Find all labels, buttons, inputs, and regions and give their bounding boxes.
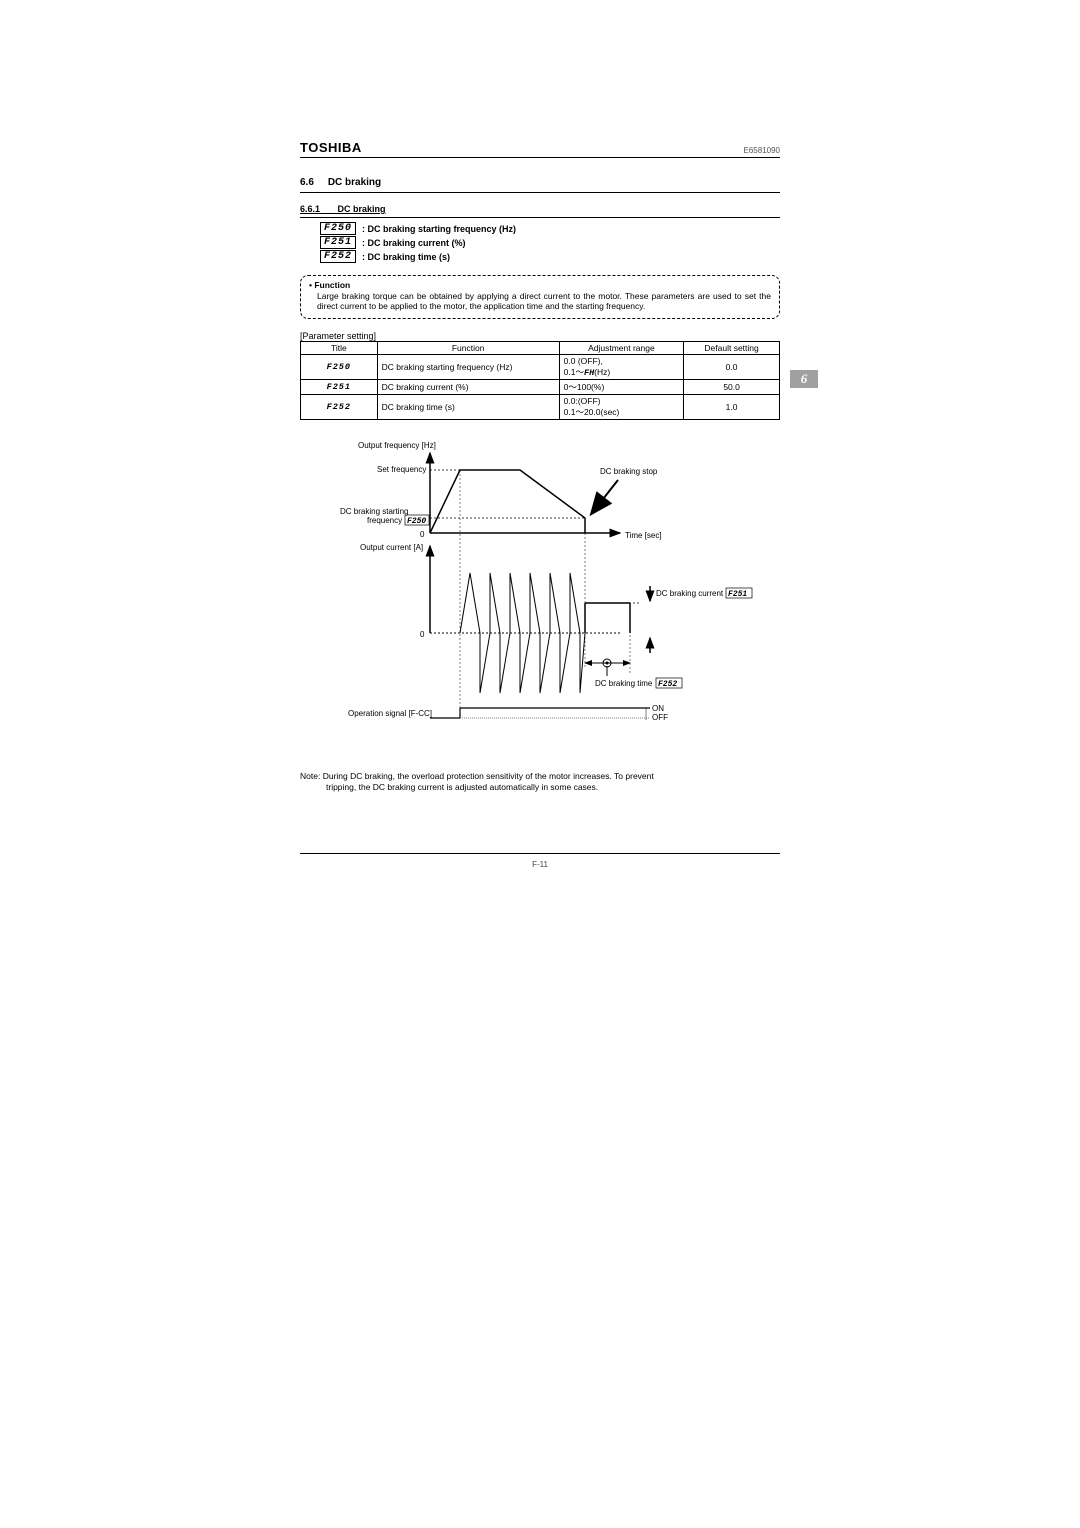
label-dc-stop: DC braking stop [600, 467, 658, 476]
table-label: [Parameter setting] [300, 331, 780, 341]
cell-range: 0.0:(OFF)0.1～20.0(sec) [559, 394, 684, 419]
cell-function: DC braking current (%) [377, 379, 559, 394]
table-header: Adjustment range [559, 341, 684, 354]
table-header: Default setting [684, 341, 780, 354]
table-row: F250 DC braking starting frequency (Hz) … [301, 354, 780, 379]
subsection-title: DC braking [338, 204, 386, 214]
bottom-rule [300, 853, 780, 854]
label-f250-code: F250 [407, 517, 426, 526]
cell-range: 0～100(%) [559, 379, 684, 394]
label-output-freq: Output frequency [Hz] [358, 441, 436, 450]
label-zero2: 0 [420, 630, 425, 639]
subsection-row: 6.6.1 DC braking [300, 199, 780, 218]
doc-code: E6581090 [744, 146, 780, 155]
section-title: DC braking [328, 177, 381, 188]
brand: TOSHIBA [300, 140, 362, 155]
label-time: Time [sec] [625, 531, 662, 540]
page-number: F-11 [300, 860, 780, 869]
section-number: 6.6 [300, 177, 314, 188]
table-header: Function [377, 341, 559, 354]
label-f251-code: F251 [728, 590, 747, 599]
label-zero: 0 [420, 530, 425, 539]
cell-title: F252 [301, 394, 378, 419]
param-code: F250 [320, 222, 356, 235]
table-row: F251 DC braking current (%) 0～100(%) 50.… [301, 379, 780, 394]
param-row: F252 : DC braking time (s) [320, 250, 780, 263]
cell-title: F250 [301, 354, 378, 379]
header-row: TOSHIBA E6581090 [300, 140, 780, 158]
label-off: OFF [652, 713, 668, 722]
table-header: Title [301, 341, 378, 354]
label-set-freq: Set frequency [377, 465, 426, 474]
label-op-signal: Operation signal [F-CC] [348, 709, 432, 718]
param-desc: : DC braking starting frequency (Hz) [362, 224, 516, 234]
section-title-row: 6.6 DC braking [300, 172, 780, 193]
param-desc: : DC braking time (s) [362, 252, 450, 262]
table-row: F252 DC braking time (s) 0.0:(OFF)0.1～20… [301, 394, 780, 419]
function-text: Large braking torque can be obtained by … [309, 291, 771, 312]
cell-range: 0.0 (OFF),0.1～FH(Hz) [559, 354, 684, 379]
param-desc: : DC braking current (%) [362, 238, 466, 248]
param-row: F250 : DC braking starting frequency (Hz… [320, 222, 780, 235]
function-box: • Function Large braking torque can be o… [300, 275, 780, 319]
diagram: Output frequency [Hz] Time [sec] 0 Set f… [300, 438, 780, 753]
cell-function: DC braking starting frequency (Hz) [377, 354, 559, 379]
param-list: F250 : DC braking starting frequency (Hz… [320, 222, 780, 263]
label-dc-start-freq: DC braking starting frequency [340, 507, 411, 525]
cell-default: 0.0 [684, 354, 780, 379]
cell-default: 1.0 [684, 394, 780, 419]
label-dc-time: DC braking time [595, 679, 653, 688]
cell-function: DC braking time (s) [377, 394, 559, 419]
note-prefix: Note: [300, 771, 320, 781]
note: Note: During DC braking, the overload pr… [300, 771, 780, 793]
page-tab: 6 [790, 370, 818, 388]
param-code: F252 [320, 250, 356, 263]
label-on: ON [652, 704, 664, 713]
timing-diagram-svg: Output frequency [Hz] Time [sec] 0 Set f… [300, 438, 780, 748]
label-f252-code: F252 [658, 680, 677, 689]
param-code: F251 [320, 236, 356, 249]
param-table: Title Function Adjustment range Default … [300, 341, 780, 420]
function-label: • Function [309, 280, 771, 291]
subsection-number: 6.6.1 [300, 204, 320, 214]
cell-default: 50.0 [684, 379, 780, 394]
cell-title: F251 [301, 379, 378, 394]
param-row: F251 : DC braking current (%) [320, 236, 780, 249]
label-dc-current: DC braking current [656, 589, 724, 598]
label-output-current: Output current [A] [360, 543, 423, 552]
